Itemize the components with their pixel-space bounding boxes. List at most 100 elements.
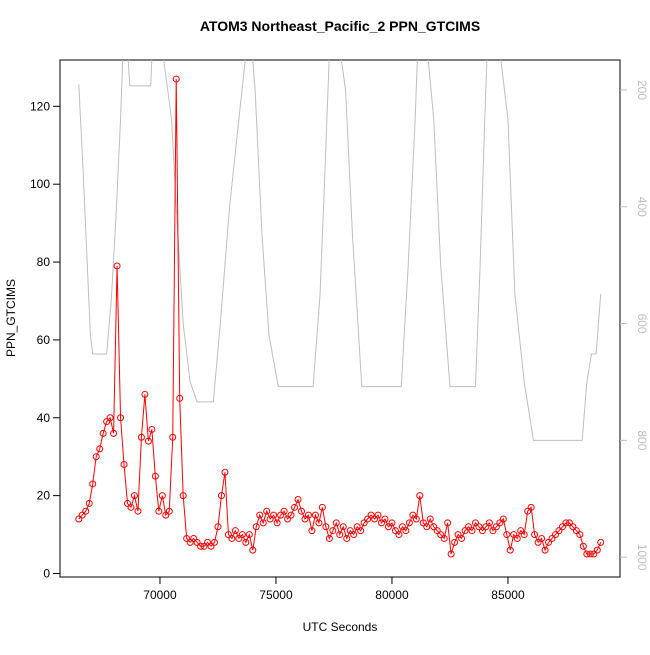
y-tick-label: 100 xyxy=(30,177,50,191)
data-point xyxy=(384,523,392,531)
data-point xyxy=(520,531,528,539)
data-point xyxy=(117,414,125,422)
data-point xyxy=(391,527,399,535)
data-point xyxy=(485,519,493,527)
data-point xyxy=(506,546,514,554)
data-point xyxy=(263,507,271,515)
y-tick-label: 0 xyxy=(43,566,50,580)
data-point xyxy=(378,519,386,527)
data-point xyxy=(454,531,462,539)
data-point xyxy=(259,519,267,527)
data-point xyxy=(440,534,448,542)
data-point xyxy=(78,511,86,519)
data-point xyxy=(193,538,201,546)
data-point xyxy=(82,507,90,515)
data-point xyxy=(357,527,365,535)
data-point xyxy=(297,507,305,515)
data-point xyxy=(120,460,128,468)
data-point xyxy=(437,531,445,539)
data-point xyxy=(308,527,316,535)
data-point xyxy=(433,527,441,535)
data-point xyxy=(235,534,243,542)
data-point xyxy=(134,507,142,515)
y-tick-label: 40 xyxy=(37,411,51,425)
data-point xyxy=(597,538,605,546)
data-point xyxy=(96,445,104,453)
data-point xyxy=(360,519,368,527)
data-point xyxy=(419,519,427,527)
data-point xyxy=(499,515,507,523)
data-point xyxy=(552,531,560,539)
data-point xyxy=(311,511,319,519)
data-point xyxy=(183,534,191,542)
data-point xyxy=(318,503,326,511)
data-point xyxy=(423,523,431,531)
data-point xyxy=(280,507,288,515)
data-point xyxy=(339,523,347,531)
data-point xyxy=(252,523,260,531)
data-point xyxy=(444,519,452,527)
data-point xyxy=(214,523,222,531)
data-point xyxy=(527,503,535,511)
data-point xyxy=(266,515,274,523)
data-point xyxy=(301,515,309,523)
series-line xyxy=(78,79,602,555)
x-tick-label: 80000 xyxy=(375,588,409,602)
data-point xyxy=(576,531,584,539)
data-point xyxy=(531,531,539,539)
data-point xyxy=(130,492,138,500)
data-point xyxy=(388,519,396,527)
data-point xyxy=(545,538,553,546)
data-point xyxy=(482,523,490,531)
data-point xyxy=(430,523,438,531)
data-point xyxy=(148,425,156,433)
data-point xyxy=(291,503,299,511)
data-point xyxy=(169,433,177,441)
y2-tick-label: 600 xyxy=(635,314,649,334)
data-point xyxy=(238,531,246,539)
data-point xyxy=(207,542,215,550)
data-point xyxy=(565,519,573,527)
y2-tick-label: 1000 xyxy=(635,544,649,571)
data-point xyxy=(151,472,159,480)
data-point xyxy=(343,534,351,542)
y-tick-label: 20 xyxy=(37,489,51,503)
data-point xyxy=(558,523,566,531)
data-point xyxy=(586,550,594,558)
data-point xyxy=(572,527,580,535)
data-point xyxy=(409,511,417,519)
data-point xyxy=(353,523,361,531)
data-point xyxy=(332,519,340,527)
data-point xyxy=(541,546,549,554)
data-point xyxy=(538,534,546,542)
x-tick-label: 85000 xyxy=(491,588,525,602)
data-point xyxy=(224,531,232,539)
data-point xyxy=(210,538,218,546)
data-point xyxy=(478,527,486,535)
data-point xyxy=(228,534,236,542)
data-point xyxy=(555,527,563,535)
data-point xyxy=(593,546,601,554)
data-point xyxy=(590,550,598,558)
data-point xyxy=(144,437,152,445)
data-point xyxy=(284,515,292,523)
data-point xyxy=(398,523,406,531)
y2-tick-label: 200 xyxy=(635,80,649,100)
data-point xyxy=(217,492,225,500)
x-tick-label: 70000 xyxy=(143,588,177,602)
data-point xyxy=(315,519,323,527)
data-point xyxy=(517,527,525,535)
data-point xyxy=(471,519,479,527)
data-point xyxy=(402,527,410,535)
data-point xyxy=(158,492,166,500)
data-point xyxy=(329,527,337,535)
data-point xyxy=(336,531,344,539)
data-point xyxy=(92,453,100,461)
data-point xyxy=(475,523,483,531)
data-point xyxy=(412,515,420,523)
data-point xyxy=(127,503,135,511)
y-axis-label: PPN_GTCIMS xyxy=(4,279,18,357)
data-point xyxy=(176,394,184,402)
